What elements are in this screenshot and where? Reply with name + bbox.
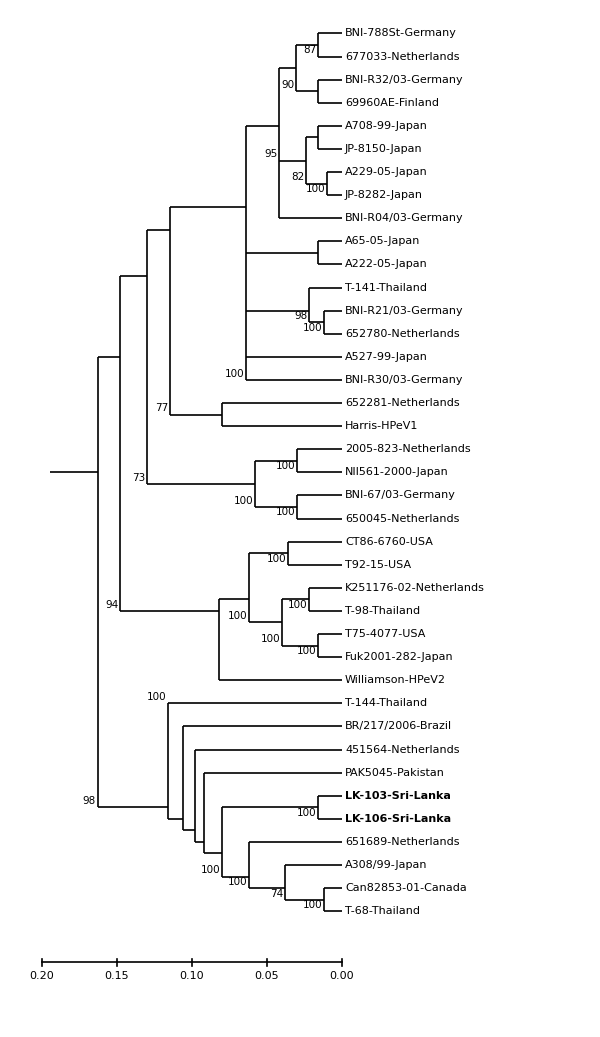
Text: 2005-823-Netherlands: 2005-823-Netherlands xyxy=(345,444,470,454)
Text: BNI-R21/03-Germany: BNI-R21/03-Germany xyxy=(345,306,464,315)
Text: T-68-Thailand: T-68-Thailand xyxy=(345,906,420,917)
Text: 652780-Netherlands: 652780-Netherlands xyxy=(345,329,460,339)
Text: A65-05-Japan: A65-05-Japan xyxy=(345,236,421,247)
Text: T-141-Thailand: T-141-Thailand xyxy=(345,282,427,292)
Text: 98: 98 xyxy=(294,311,308,321)
Text: 100: 100 xyxy=(261,635,281,644)
Text: LK-106-Sri-Lanka: LK-106-Sri-Lanka xyxy=(345,814,451,823)
Text: LK-103-Sri-Lanka: LK-103-Sri-Lanka xyxy=(345,791,451,801)
Text: 100: 100 xyxy=(276,461,296,471)
Text: 87: 87 xyxy=(303,46,317,55)
Text: 677033-Netherlands: 677033-Netherlands xyxy=(345,52,460,61)
Text: T-98-Thailand: T-98-Thailand xyxy=(345,606,420,616)
Text: 74: 74 xyxy=(270,889,284,898)
Text: 652281-Netherlands: 652281-Netherlands xyxy=(345,398,460,408)
Text: Williamson-HPeV2: Williamson-HPeV2 xyxy=(345,675,446,685)
Text: 69960AE-Finland: 69960AE-Finland xyxy=(345,97,439,108)
Text: 100: 100 xyxy=(303,323,323,333)
Text: 651689-Netherlands: 651689-Netherlands xyxy=(345,837,460,847)
Text: A222-05-Japan: A222-05-Japan xyxy=(345,259,428,270)
Text: 451564-Netherlands: 451564-Netherlands xyxy=(345,745,460,755)
Text: CT86-6760-USA: CT86-6760-USA xyxy=(345,537,433,546)
Text: 100: 100 xyxy=(297,808,317,818)
Text: NII561-2000-Japan: NII561-2000-Japan xyxy=(345,468,449,477)
Text: Fuk2001-282-Japan: Fuk2001-282-Japan xyxy=(345,652,454,663)
Text: T75-4077-USA: T75-4077-USA xyxy=(345,629,425,639)
Text: 100: 100 xyxy=(297,646,317,656)
Text: BNI-R30/03-Germany: BNI-R30/03-Germany xyxy=(345,375,464,385)
Text: 98: 98 xyxy=(83,796,96,806)
Text: 77: 77 xyxy=(155,403,168,414)
Text: 90: 90 xyxy=(281,80,294,90)
Text: 100: 100 xyxy=(306,184,325,194)
Text: 100: 100 xyxy=(276,507,296,517)
Text: 73: 73 xyxy=(132,473,146,483)
Text: BNI-R32/03-Germany: BNI-R32/03-Germany xyxy=(345,75,464,85)
Text: K251176-02-Netherlands: K251176-02-Netherlands xyxy=(345,583,485,593)
Text: A527-99-Japan: A527-99-Japan xyxy=(345,352,428,362)
Text: Harris-HPeV1: Harris-HPeV1 xyxy=(345,421,418,431)
Text: 100: 100 xyxy=(147,692,167,702)
Text: 100: 100 xyxy=(303,900,323,910)
Text: A708-99-Japan: A708-99-Japan xyxy=(345,121,428,131)
Text: BNI-67/03-Germany: BNI-67/03-Germany xyxy=(345,491,456,501)
Text: BR/217/2006-Brazil: BR/217/2006-Brazil xyxy=(345,722,452,731)
Text: PAK5045-Pakistan: PAK5045-Pakistan xyxy=(345,767,445,778)
Text: 94: 94 xyxy=(105,599,119,610)
Text: A308/99-Japan: A308/99-Japan xyxy=(345,860,427,870)
Text: 0.15: 0.15 xyxy=(104,972,130,981)
Text: 82: 82 xyxy=(291,172,305,183)
Text: Can82853-01-Canada: Can82853-01-Canada xyxy=(345,884,467,893)
Text: JP-8282-Japan: JP-8282-Japan xyxy=(345,190,423,200)
Text: BNI-R04/03-Germany: BNI-R04/03-Germany xyxy=(345,214,464,223)
Text: 100: 100 xyxy=(225,369,245,379)
Text: 0.10: 0.10 xyxy=(179,972,205,981)
Text: T92-15-USA: T92-15-USA xyxy=(345,560,411,569)
Text: BNI-788St-Germany: BNI-788St-Germany xyxy=(345,28,457,38)
Text: 95: 95 xyxy=(264,149,277,160)
Text: 100: 100 xyxy=(201,866,221,875)
Text: T-144-Thailand: T-144-Thailand xyxy=(345,698,427,708)
Text: 100: 100 xyxy=(288,599,308,610)
Text: JP-8150-Japan: JP-8150-Japan xyxy=(345,144,422,153)
Text: 100: 100 xyxy=(234,496,254,506)
Text: A229-05-Japan: A229-05-Japan xyxy=(345,167,428,177)
Text: 0.20: 0.20 xyxy=(29,972,55,981)
Text: 0.00: 0.00 xyxy=(329,972,355,981)
Text: 0.05: 0.05 xyxy=(254,972,280,981)
Text: 650045-Netherlands: 650045-Netherlands xyxy=(345,513,460,524)
Text: 100: 100 xyxy=(228,612,248,621)
Text: 100: 100 xyxy=(267,554,287,563)
Text: 100: 100 xyxy=(228,877,248,887)
